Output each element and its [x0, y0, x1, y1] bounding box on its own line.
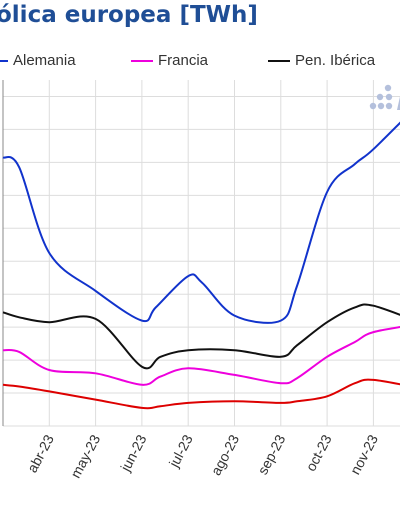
logo-dot [384, 84, 392, 92]
series-line-pen-ib-rica[interactable] [2, 303, 400, 370]
logo-dot [385, 93, 393, 101]
legend-label-francia: Francia [158, 52, 209, 69]
logo-letter-shape [397, 96, 400, 110]
legend-item-alemania[interactable]: Alemania [0, 52, 76, 69]
chart-title: ólica europea [TWh] [0, 2, 258, 28]
x-tick-label: may-23 [67, 432, 103, 481]
x-tick-label: ago-23 [208, 432, 243, 478]
x-tick-label: abr-23 [24, 432, 57, 475]
legend-label-alemania: Alemania [13, 52, 76, 69]
series-line-francia[interactable] [2, 324, 400, 386]
logo-dot [385, 102, 393, 110]
x-tick-label: oct-23 [302, 432, 334, 474]
legend-item-pen-iberica[interactable]: Pen. Ibérica [268, 52, 375, 69]
legend-swatch-pen-iberica [268, 59, 290, 62]
gridlines [2, 80, 400, 427]
series-lines [2, 103, 400, 410]
series-line-series-3[interactable] [2, 378, 400, 410]
legend-item-francia[interactable]: Francia [131, 52, 208, 69]
series-line-alemania[interactable] [2, 103, 400, 324]
brand-logo [369, 84, 400, 110]
x-tick-label: nov-23 [347, 432, 381, 477]
x-tick-label: jul-23 [165, 432, 196, 471]
x-tick-label: sep-23 [254, 432, 288, 477]
logo-dot [377, 102, 385, 110]
legend-label-pen-iberica: Pen. Ibérica [295, 52, 376, 69]
legend-swatch-francia [131, 59, 153, 62]
legend: Alemania Francia Pen. Ibérica [0, 52, 400, 74]
logo-dot [369, 102, 377, 110]
x-axis-ticks: abr-23 may-23 jun-23 jul-23 ago-23 sep-23 oct-… [24, 432, 381, 481]
logo-dot [376, 93, 384, 101]
legend-swatch-alemania [0, 59, 8, 62]
x-tick-label: jun-23 [117, 432, 150, 475]
